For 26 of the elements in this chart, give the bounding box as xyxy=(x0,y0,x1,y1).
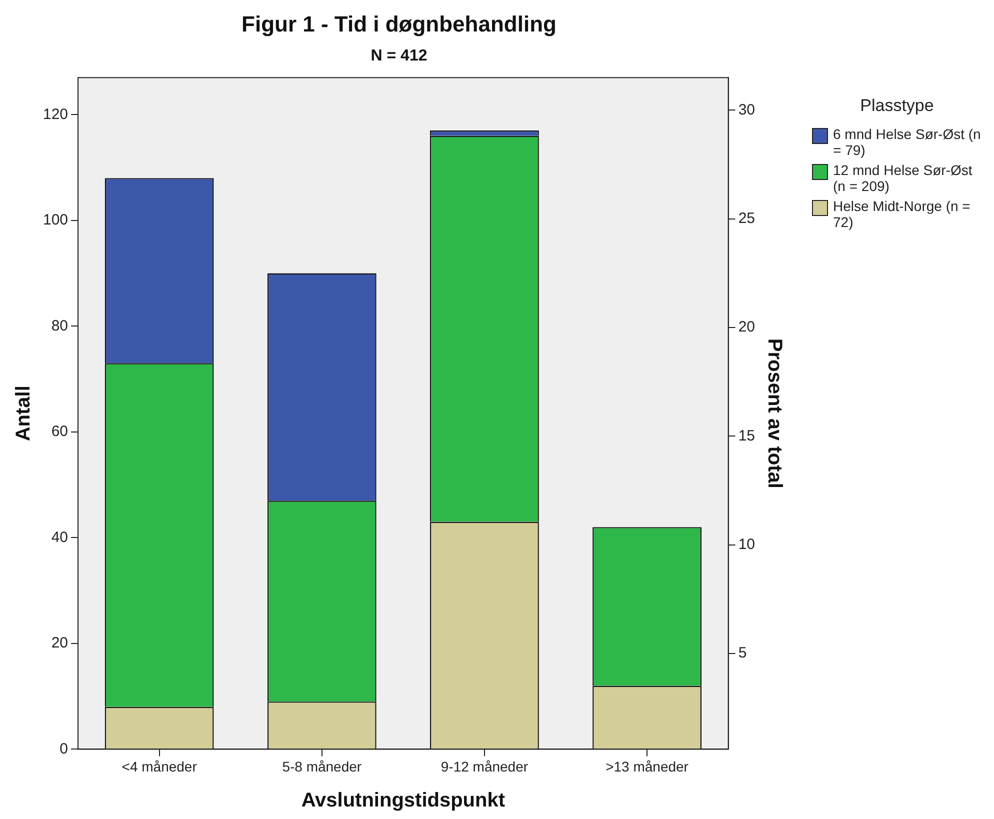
y-tick-label: 120 xyxy=(42,106,68,123)
y-tick-label: 60 xyxy=(51,423,68,440)
y-tick-label: 80 xyxy=(51,317,68,334)
y-tick-label: 0 xyxy=(60,740,68,758)
y2-tick-label: 30 xyxy=(738,101,756,118)
y2-tick-label: 5 xyxy=(738,644,747,662)
y-tick-label: 40 xyxy=(51,528,68,546)
chart-subtitle: N = 412 xyxy=(370,47,428,64)
legend-title: Plasstype xyxy=(859,96,935,116)
x-tick-label: <4 måneder xyxy=(122,758,198,774)
y2-tick-label: 10 xyxy=(738,536,756,554)
legend-label: 12 mnd Helse Sør-Øst (n = 209) xyxy=(833,162,974,194)
x-tick-label: >13 måneder xyxy=(606,758,689,774)
y-axis-title: Antall xyxy=(12,386,35,442)
legend-label: Helse Midt-Norge (n = 72) xyxy=(833,198,972,230)
legend-label: 6 mnd Helse Sør-Øst (n = 79) xyxy=(833,126,982,158)
y-tick-label: 20 xyxy=(51,634,68,652)
y2-axis-title: Prosent av total xyxy=(763,338,786,488)
y2-tick-label: 25 xyxy=(738,210,756,228)
x-tick-label: 9-12 måneder xyxy=(440,758,528,774)
y2-tick-label: 15 xyxy=(738,427,756,444)
y2-tick-label: 20 xyxy=(738,318,756,336)
y-tick-label: 100 xyxy=(42,212,68,229)
x-axis-title: Avslutningstidspunkt xyxy=(301,790,506,812)
chart-title: Figur 1 - Tid i døgnbehandling xyxy=(242,11,556,36)
x-tick-label: 5-8 måneder xyxy=(282,758,362,774)
